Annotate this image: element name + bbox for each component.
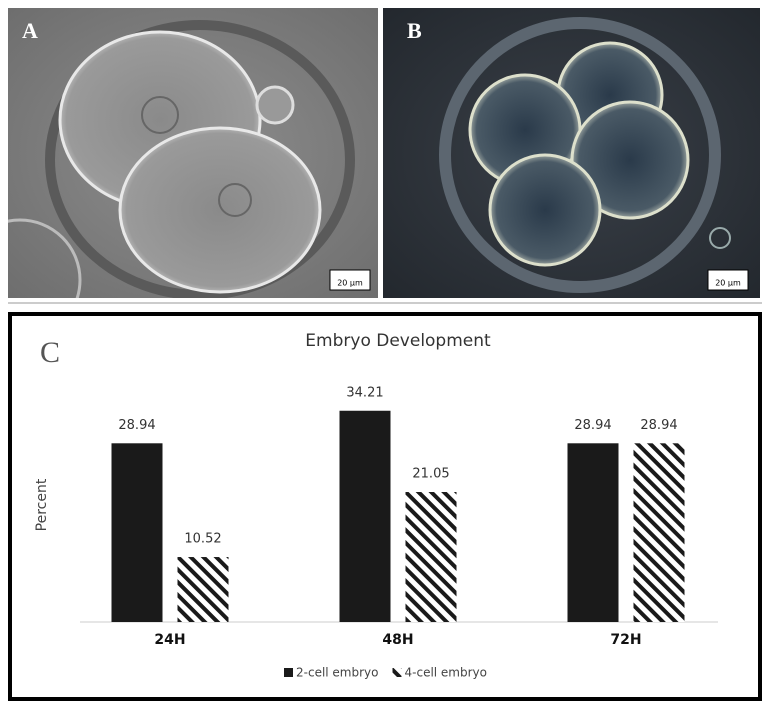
- chart-title: Embryo Development: [305, 331, 491, 351]
- scale-bar-label: 20 µm: [715, 279, 741, 288]
- x-tick-label: 72H: [610, 632, 641, 648]
- legend-label: 4-cell embryo: [405, 666, 488, 680]
- data-label: 28.94: [118, 418, 155, 433]
- panel-label: A: [22, 18, 38, 43]
- y-axis-label: Percent: [34, 478, 50, 531]
- legend-label: 2-cell embryo: [296, 666, 379, 680]
- data-label: 28.94: [640, 418, 677, 433]
- scale-bar-label: 20 µm: [337, 279, 363, 288]
- bar: [567, 443, 619, 622]
- panel-label: B: [407, 18, 422, 43]
- panel-label: C: [40, 336, 60, 369]
- micrograph-a: [8, 8, 378, 298]
- legend-swatch: [284, 668, 293, 677]
- data-label: 10.52: [184, 532, 221, 547]
- bar: [405, 492, 457, 622]
- data-label: 28.94: [574, 418, 611, 433]
- legend-swatch: [392, 668, 402, 677]
- data-label: 21.05: [412, 467, 449, 482]
- bar: [339, 410, 391, 622]
- micrograph-b: [383, 8, 760, 298]
- plot: 24H 28.94 10.52 48H 34.21 21.05 72H 28.94 28.94 2…: [80, 385, 718, 680]
- bar: [177, 557, 229, 622]
- x-tick-label: 24H: [154, 632, 185, 648]
- data-label: 34.21: [346, 385, 383, 400]
- x-tick-label: 48H: [382, 632, 413, 648]
- bar: [111, 443, 163, 622]
- bar: [633, 443, 685, 622]
